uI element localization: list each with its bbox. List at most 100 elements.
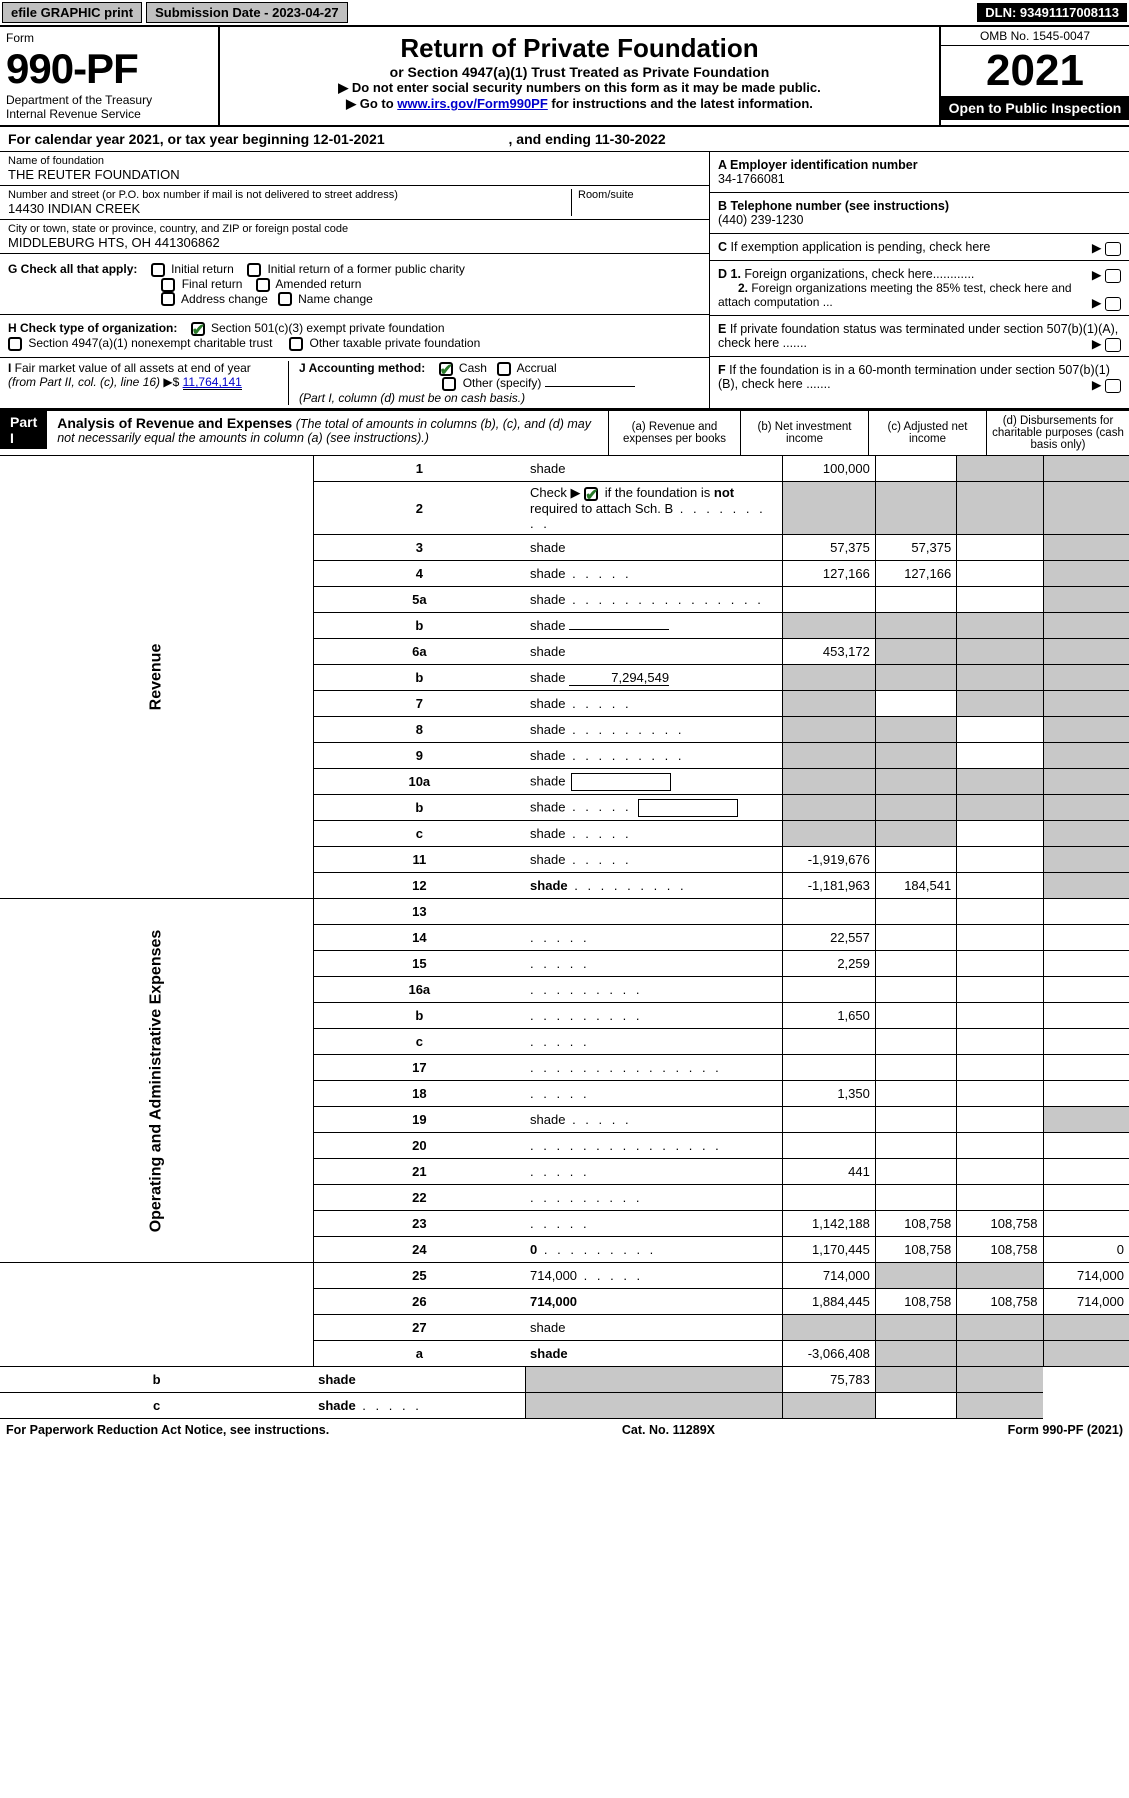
cell-a — [783, 821, 876, 847]
initial-former-checkbox[interactable] — [247, 263, 261, 277]
cell-a: 1,884,445 — [783, 1289, 876, 1315]
cell-b — [875, 1159, 956, 1185]
cell-b — [875, 1055, 956, 1081]
cell-c — [957, 847, 1043, 873]
cell-a — [783, 795, 876, 821]
cell-d: 714,000 — [1043, 1289, 1129, 1315]
phone-label: B Telephone number (see instructions) — [718, 199, 949, 213]
cell-c — [957, 1263, 1043, 1289]
cell-c — [957, 1003, 1043, 1029]
cell-b — [875, 1263, 956, 1289]
line-desc — [525, 1185, 783, 1211]
foreign-85-checkbox[interactable] — [1105, 297, 1121, 311]
form-subtitle: or Section 4947(a)(1) Trust Treated as P… — [226, 64, 933, 80]
cell-b — [875, 1133, 956, 1159]
cell-a: 1,650 — [783, 1003, 876, 1029]
line-desc: shade — [525, 561, 783, 587]
cell-b: 184,541 — [875, 873, 956, 899]
other-taxable-checkbox[interactable] — [289, 337, 303, 351]
exemption-checkbox[interactable] — [1105, 242, 1121, 256]
line-desc — [525, 1159, 783, 1185]
line-number: b — [313, 1003, 525, 1029]
paperwork-notice: For Paperwork Reduction Act Notice, see … — [6, 1423, 329, 1437]
line-number: 25 — [313, 1263, 525, 1289]
cell-c — [957, 717, 1043, 743]
cell-b — [875, 456, 956, 482]
501c3-checkbox[interactable] — [191, 322, 205, 336]
cell-b — [875, 1081, 956, 1107]
final-return-checkbox[interactable] — [161, 278, 175, 292]
irs-link[interactable]: www.irs.gov/Form990PF — [397, 96, 548, 111]
submission-date-button[interactable]: Submission Date - 2023-04-27 — [146, 2, 348, 23]
cell-d — [1043, 535, 1129, 561]
part1-badge: Part I — [0, 411, 47, 449]
terminated-checkbox[interactable] — [1105, 338, 1121, 352]
line-desc — [525, 1211, 783, 1237]
cell-d — [1043, 873, 1129, 899]
line-number: 18 — [313, 1081, 525, 1107]
cal-year-mid: , and ending — [505, 131, 595, 147]
other-method-checkbox[interactable] — [442, 377, 456, 391]
line-number: 12 — [313, 873, 525, 899]
cell-c — [957, 1341, 1043, 1367]
cell-d — [1043, 743, 1129, 769]
line-number: a — [313, 1341, 525, 1367]
60month-checkbox[interactable] — [1105, 379, 1121, 393]
cell-a: -1,181,963 — [783, 873, 876, 899]
line-number: 24 — [313, 1237, 525, 1263]
opt-final: Final return — [182, 277, 243, 291]
omb-number: OMB No. 1545-0047 — [941, 27, 1129, 46]
amended-return-checkbox[interactable] — [256, 278, 270, 292]
cell-a: 714,000 — [783, 1263, 876, 1289]
name-change-checkbox[interactable] — [278, 292, 292, 306]
street-address: 14430 INDIAN CREEK — [8, 201, 571, 216]
cell-a — [783, 1107, 876, 1133]
cell-b — [875, 717, 956, 743]
cell-b — [875, 613, 956, 639]
foreign-org-checkbox[interactable] — [1105, 269, 1121, 283]
cell-b — [875, 899, 956, 925]
line-desc — [525, 1133, 783, 1159]
cell-a: 1,350 — [783, 1081, 876, 1107]
line-desc: shade — [525, 821, 783, 847]
cell-a — [783, 665, 876, 691]
goto-pre: ▶ Go to — [346, 96, 397, 111]
schb-checkbox[interactable] — [584, 487, 598, 501]
cell-c — [957, 1315, 1043, 1341]
cell-d — [1043, 925, 1129, 951]
cell-c — [957, 1159, 1043, 1185]
efile-print-button[interactable]: efile GRAPHIC print — [2, 2, 142, 23]
cell-a: 1,142,188 — [783, 1211, 876, 1237]
line-j-label: J Accounting method: — [299, 361, 425, 375]
cell-b — [875, 795, 956, 821]
inline-box[interactable] — [571, 773, 671, 791]
inline-box[interactable] — [638, 799, 738, 817]
col-c-header: (c) Adjusted net income — [868, 411, 986, 455]
line-number: 16a — [313, 977, 525, 1003]
cell-b — [875, 951, 956, 977]
opt-initial: Initial return — [171, 262, 234, 276]
col-d-header: (d) Disbursements for charitable purpose… — [986, 411, 1129, 455]
cell-d — [1043, 639, 1129, 665]
f-label: F If the foundation is in a 60-month ter… — [718, 363, 1110, 391]
cell-b: 57,375 — [875, 535, 956, 561]
address-change-checkbox[interactable] — [161, 292, 175, 306]
cell-a: -3,066,408 — [783, 1341, 876, 1367]
cell-b — [875, 925, 956, 951]
cell-d — [1043, 1341, 1129, 1367]
accrual-checkbox[interactable] — [497, 362, 511, 376]
cell-a: 127,166 — [783, 561, 876, 587]
line-desc: 0 — [525, 1237, 783, 1263]
cash-checkbox[interactable] — [439, 362, 453, 376]
cell-a — [783, 977, 876, 1003]
line-desc: shade — [313, 1393, 525, 1419]
line-desc: shade — [525, 1315, 783, 1341]
4947-checkbox[interactable] — [8, 337, 22, 351]
initial-return-checkbox[interactable] — [151, 263, 165, 277]
check-g-label: G Check all that apply: — [8, 262, 137, 276]
line-number: 6a — [313, 639, 525, 665]
line-desc: shade 7,294,549 — [525, 665, 783, 691]
cell-c — [957, 535, 1043, 561]
line-desc: shade — [525, 613, 783, 639]
cell-d — [1043, 977, 1129, 1003]
